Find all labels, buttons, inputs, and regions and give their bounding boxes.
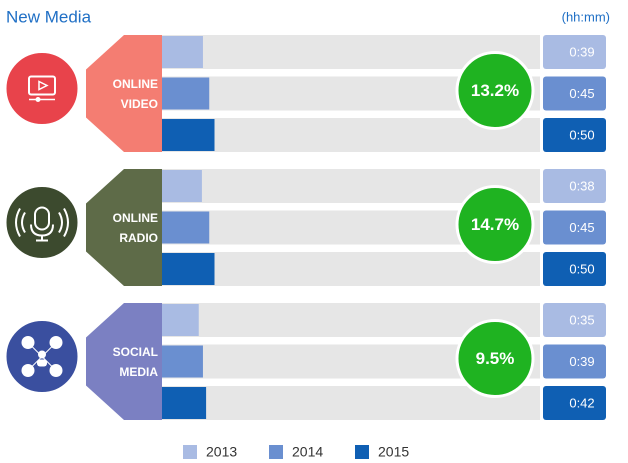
value-box <box>543 210 606 245</box>
growth-label: 13.2% <box>471 81 519 100</box>
value-box <box>543 252 606 286</box>
value-box <box>543 344 606 379</box>
category-label: SOCIAL MEDIA <box>112 344 158 379</box>
value-label: 0:50 <box>569 127 594 142</box>
chart-title: New Media <box>6 7 92 26</box>
legend-label: 2014 <box>292 444 323 460</box>
icon-part <box>38 80 49 91</box>
icon-part <box>38 350 46 359</box>
icon-part <box>15 208 69 242</box>
value-label: 0:35 <box>569 312 594 327</box>
bar <box>162 345 203 378</box>
icon <box>28 75 56 102</box>
value-box <box>543 169 606 203</box>
value-label: 0:39 <box>569 354 594 369</box>
value-label: 0:45 <box>569 86 594 101</box>
icon-part <box>49 364 63 377</box>
growth-circle <box>455 51 535 130</box>
growth-circle <box>455 319 535 398</box>
bar <box>162 253 215 285</box>
value-label: 0:42 <box>569 395 594 410</box>
icon-part <box>21 364 35 377</box>
growth-label: 9.5% <box>476 349 515 368</box>
legend-label: 2013 <box>206 444 237 460</box>
value-box <box>543 386 606 420</box>
value-box <box>543 35 606 69</box>
icon-part <box>34 206 50 231</box>
bar <box>162 387 207 419</box>
icon-part <box>37 359 47 367</box>
icon <box>21 336 63 377</box>
category-banner <box>86 169 162 286</box>
value-label: 0:39 <box>569 44 594 59</box>
icon-part <box>35 97 41 102</box>
category-label: ONLINE RADIO <box>112 210 158 245</box>
category-banner <box>86 35 162 152</box>
legend-swatch <box>355 445 369 459</box>
icon-part <box>28 75 56 96</box>
icon <box>15 206 69 242</box>
growth-circle <box>455 185 535 264</box>
bar <box>162 77 210 110</box>
category-label: ONLINE VIDEO <box>112 76 158 111</box>
legend-label: 2015 <box>378 444 409 460</box>
value-box <box>543 118 606 152</box>
value-box <box>543 76 606 111</box>
icon-part <box>21 336 35 349</box>
value-label: 0:45 <box>569 220 594 235</box>
legend-swatch <box>269 445 283 459</box>
bar <box>162 211 210 244</box>
value-label: 0:50 <box>569 261 594 276</box>
bar <box>162 36 203 68</box>
growth-label: 14.7% <box>471 215 519 234</box>
icon-circle <box>3 184 81 261</box>
legend-swatch <box>183 445 197 459</box>
category-banner <box>86 303 162 420</box>
value-label: 0:38 <box>569 178 594 193</box>
bar <box>162 170 202 202</box>
icon-part <box>49 336 63 349</box>
bar <box>162 119 215 151</box>
bar <box>162 304 199 336</box>
value-box <box>543 303 606 337</box>
unit-label: (hh:mm) <box>562 9 610 24</box>
